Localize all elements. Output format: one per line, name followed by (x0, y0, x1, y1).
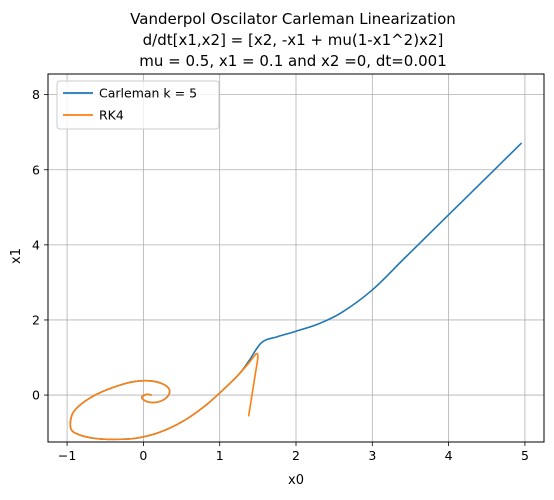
chart-title-line-2: d/dt[x1,x2] = [x2, -x1 + mu(1-x1^2)x2] (143, 31, 444, 49)
x-tick-label: 5 (521, 448, 529, 463)
x-tick-label: −1 (58, 448, 76, 463)
series-line-rk4 (69, 352, 259, 441)
x-tick-label: 4 (445, 448, 453, 463)
y-tick-label: 0 (32, 388, 40, 403)
legend: Carleman k = 5 RK4 (56, 80, 220, 130)
x-tick-label: 2 (292, 448, 300, 463)
x-tick-label: 1 (216, 448, 224, 463)
y-tick-label: 2 (32, 312, 40, 327)
y-tick-label: 6 (32, 162, 40, 177)
chart-title-line-1: Vanderpol Oscilator Carleman Linearizati… (130, 10, 456, 28)
legend-label-carleman: Carleman k = 5 (99, 86, 197, 101)
y-tick-label: 8 (32, 87, 40, 102)
legend-box (56, 80, 220, 130)
x-axis-label: x0 (288, 473, 304, 488)
legend-label-rk4: RK4 (99, 108, 124, 123)
x-tick-label: 3 (368, 448, 376, 463)
y-axis-label: x1 (9, 248, 24, 264)
y-tick-label: 4 (32, 237, 40, 252)
chart-title-line-3: mu = 0.5, x1 = 0.1 and x2 =0, dt=0.001 (139, 52, 447, 70)
x-tick-label: 0 (139, 448, 147, 463)
series-lines (69, 142, 522, 441)
axis-ticks: −1 0 1 2 3 4 5 0 2 4 6 8 (32, 87, 529, 463)
